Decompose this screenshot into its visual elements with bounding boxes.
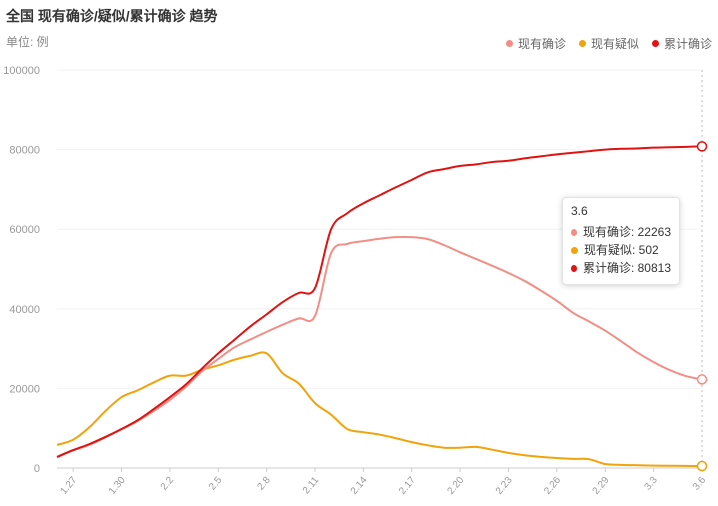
legend-dot-icon	[578, 40, 586, 47]
unit-label: 单位: 例	[6, 35, 49, 49]
data-point-marker	[696, 460, 708, 472]
tooltip-row-label: 累计确诊: 80813	[582, 261, 671, 275]
legend-dot-icon	[505, 40, 513, 47]
x-tick-label: 2.23	[494, 475, 515, 497]
legend: 现有确诊 现有疑似 累计确诊	[505, 35, 712, 52]
tooltip-row: 现有确诊: 22263	[571, 223, 671, 241]
tooltip-dot-icon	[571, 228, 577, 236]
tooltip-row: 现有疑似: 502	[571, 241, 671, 259]
x-tick-label: 2.17	[397, 475, 418, 497]
x-tick-label: 2.11	[301, 475, 322, 497]
tooltip-row-label: 现有疑似: 502	[584, 243, 659, 257]
series-line-current-confirmed	[56, 235, 703, 459]
x-tick-label: 2.8	[256, 475, 274, 493]
tooltip-row-label: 现有确诊: 22263	[582, 225, 671, 239]
y-tick-label: 0	[34, 463, 40, 475]
chart-title: 全国 现有确诊/疑似/累计确诊 趋势	[6, 8, 218, 24]
legend-item-current-confirmed[interactable]: 现有确诊	[505, 35, 566, 52]
tooltip-date: 3.6	[571, 204, 588, 218]
y-tick-label: 40000	[9, 304, 40, 316]
series-line-current-suspected	[56, 351, 703, 468]
y-tick-label: 20000	[9, 383, 40, 395]
y-tick-label: 60000	[9, 224, 40, 236]
x-tick-label: 2.14	[349, 475, 370, 497]
x-tick-label: 3.6	[691, 475, 709, 493]
tooltip: 3.6 现有确诊: 22263 现有疑似: 502 累计确诊: 80813	[562, 197, 680, 285]
legend-label: 现有确诊	[517, 37, 566, 51]
y-tick-label: 100000	[3, 65, 40, 77]
x-tick-label: 3.3	[643, 475, 661, 493]
legend-label: 累计确诊	[663, 37, 712, 51]
tooltip-dot-icon	[571, 246, 578, 254]
tooltip-row: 累计确诊: 80813	[571, 259, 671, 277]
legend-item-current-suspected[interactable]: 现有疑似	[578, 35, 639, 52]
legend-item-cumulative-confirmed[interactable]: 累计确诊	[651, 35, 712, 52]
legend-label: 现有疑似	[590, 37, 639, 51]
data-point-marker	[696, 374, 708, 385]
y-tick-label: 80000	[9, 145, 40, 157]
x-tick-label: 2.26	[542, 475, 563, 497]
tooltip-dot-icon	[571, 264, 577, 272]
x-tick-label: 1.30	[107, 475, 128, 497]
x-tick-label: 2.20	[445, 475, 466, 497]
legend-dot-icon	[651, 40, 659, 47]
x-tick-label: 2.2	[159, 475, 177, 493]
x-tick-label: 1.27	[58, 475, 79, 497]
data-point-marker	[696, 141, 708, 152]
series-line-cumulative-confirmed	[56, 145, 703, 458]
x-tick-label: 2.5	[207, 475, 225, 493]
x-tick-label: 2.29	[591, 475, 612, 497]
